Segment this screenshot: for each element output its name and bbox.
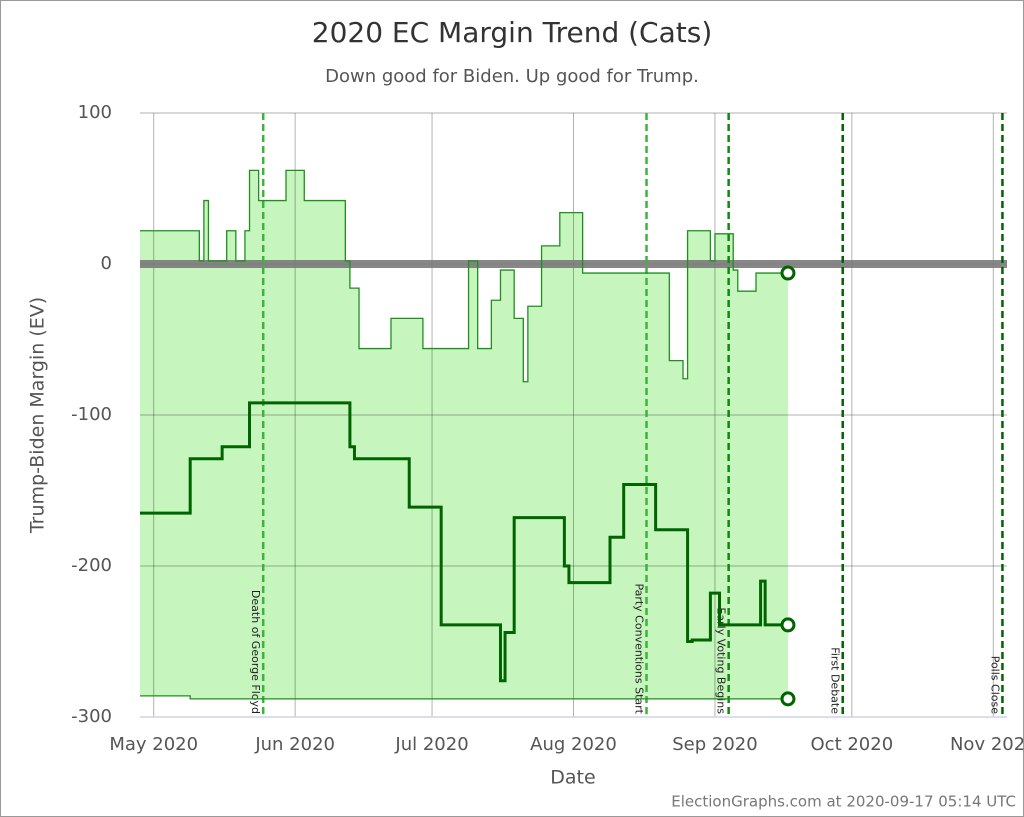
event-label: First Debate xyxy=(829,647,842,714)
x-tick-label: Sep 2020 xyxy=(672,734,757,755)
end-marker xyxy=(780,265,796,281)
end-marker xyxy=(780,617,796,633)
line-series xyxy=(140,401,788,683)
y-axis-label: Trump-Biden Margin (EV) xyxy=(27,297,49,534)
line-series xyxy=(140,695,788,700)
line-series xyxy=(140,169,788,383)
y-tick-label: -200 xyxy=(71,555,112,576)
x-tick-label: Oct 2020 xyxy=(811,734,894,755)
y-tick-label: -300 xyxy=(71,706,112,727)
y-tick-label: 100 xyxy=(78,102,112,123)
event-label: Early Voting Begins xyxy=(715,607,728,714)
x-tick-label: Jul 2020 xyxy=(394,734,468,755)
y-tick-label: -100 xyxy=(71,404,112,425)
event-label: Death of George Floyd xyxy=(249,590,262,714)
x-tick-label: Jun 2020 xyxy=(254,734,335,755)
end-marker xyxy=(780,691,796,707)
event-label: Party Conventions Start xyxy=(633,583,646,714)
x-tick-label: May 2020 xyxy=(109,734,198,755)
x-tick-label: Aug 2020 xyxy=(530,734,617,755)
footer: ElectionGraphs.com at 2020-09-17 05:14 U… xyxy=(671,793,1016,811)
band-area xyxy=(140,170,788,699)
chart-subtitle: Down good for Biden. Up good for Trump. xyxy=(325,66,699,87)
x-tick-label: Nov 2020 xyxy=(950,734,1024,755)
event-label: Polls Close xyxy=(988,656,1001,715)
x-axis-label: Date xyxy=(550,767,595,789)
chart-title: 2020 EC Margin Trend (Cats) xyxy=(312,16,713,49)
y-tick-label: 0 xyxy=(101,253,112,274)
